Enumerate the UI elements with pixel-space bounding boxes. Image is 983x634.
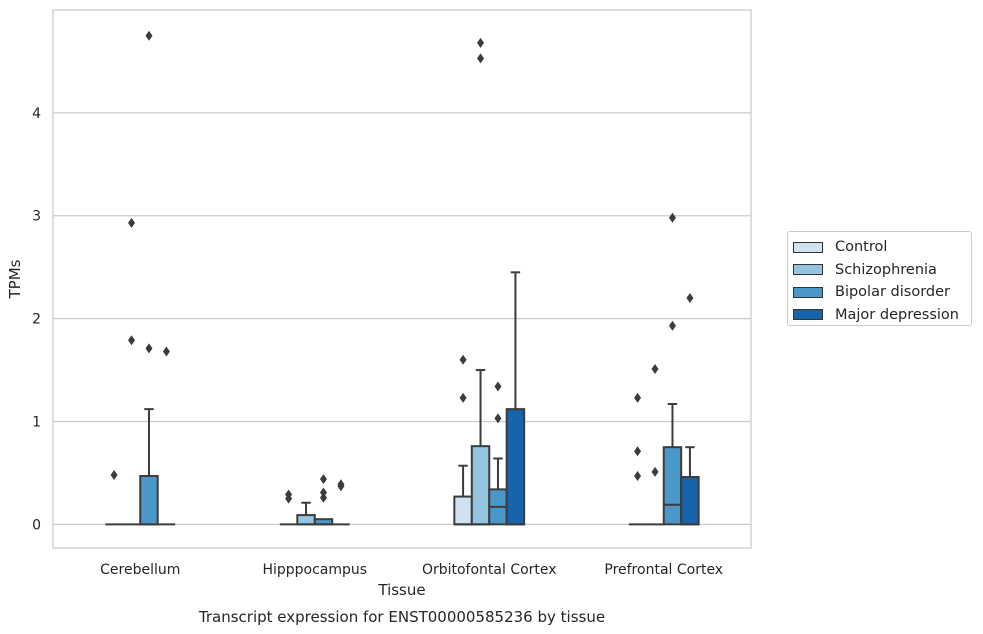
legend-item-major-depression: Major depression (793, 304, 971, 327)
box (505, 408, 526, 526)
y-tick-label: 0 (32, 517, 41, 533)
outlier-point (110, 469, 118, 480)
box (662, 446, 683, 526)
legend-swatch (793, 286, 823, 298)
outlier-point (285, 489, 293, 500)
x-tick-label: Cerebellum (100, 562, 180, 578)
x-tick-label: Prefrontal Cortex (604, 562, 723, 578)
legend-item-bipolar-disorder: Bipolar disorder (793, 281, 971, 304)
legend-label: Schizophrenia (835, 261, 937, 278)
y-tick-labels: 0 1 2 3 4 (32, 106, 41, 533)
legend-label: Major depression (835, 306, 959, 323)
y-tick-label: 3 (32, 209, 41, 225)
legend-item-schizophrenia: Schizophrenia (793, 259, 971, 282)
box (453, 495, 473, 526)
outlier-point (145, 343, 153, 354)
outlier-point (337, 479, 345, 490)
outlier-point (459, 354, 467, 365)
legend: Control Schizophrenia Bipolar disorder M… (787, 231, 972, 326)
x-tick-label: Orbitofontal Cortex (422, 562, 557, 578)
legend-item-control: Control (793, 236, 971, 259)
legend-label: Control (835, 239, 888, 256)
x-tick-labels: Cerebellum Hipppocampus Orbitofontal Corte… (100, 562, 723, 578)
legend-label: Bipolar disorder (835, 284, 950, 301)
plot-area (52, 9, 752, 549)
outlier-point (634, 446, 642, 457)
outlier-point (319, 474, 327, 485)
outlier-point (668, 212, 676, 223)
outlier-point (686, 293, 694, 304)
outlier-point (494, 381, 502, 392)
outlier-point (145, 30, 153, 41)
box (296, 514, 316, 526)
outlier-point (668, 320, 676, 331)
y-axis-label: TPMs (6, 259, 24, 299)
outlier-point (634, 470, 642, 481)
outlier-point (459, 392, 467, 403)
chart-title: Transcript expression for ENST0000058523… (198, 608, 605, 626)
outlier-point (651, 364, 659, 375)
x-axis-label: Tissue (377, 581, 425, 599)
legend-swatch (793, 264, 823, 276)
box (139, 474, 159, 526)
y-tick-label: 1 (32, 414, 41, 430)
outlier-point (319, 492, 327, 503)
legend-swatch (793, 241, 823, 253)
outlier-point (634, 392, 642, 403)
box (680, 476, 700, 526)
outlier-point (128, 217, 136, 228)
outlier-point (477, 53, 485, 64)
x-tick-label: Hipppocampus (262, 562, 367, 578)
box-series (105, 30, 700, 526)
y-tick-label: 2 (32, 312, 41, 328)
outlier-point (477, 37, 485, 48)
legend-swatch (793, 309, 823, 321)
outlier-point (162, 346, 170, 357)
box (470, 445, 491, 526)
outlier-point (319, 487, 327, 498)
outlier-point (128, 335, 136, 346)
y-tick-label: 4 (32, 106, 41, 122)
outlier-point (494, 413, 502, 424)
outlier-point (651, 466, 659, 477)
